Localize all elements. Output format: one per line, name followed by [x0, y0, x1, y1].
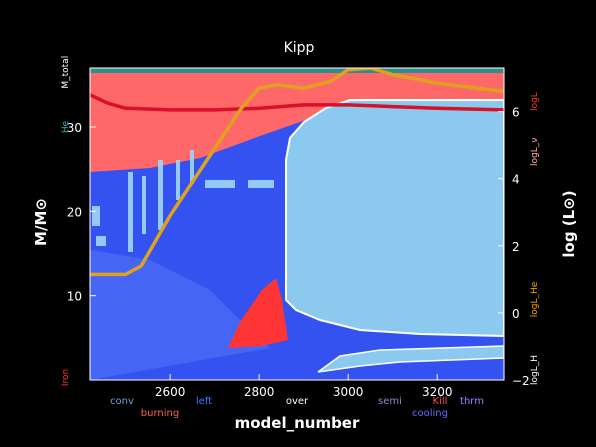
series-line-logL-He — [90, 68, 504, 277]
convective-core-region — [285, 99, 504, 338]
legend-item-burning: burning — [141, 408, 179, 419]
legend-item-left: left — [196, 396, 212, 407]
left-side-labels: M_total He Iron — [61, 56, 71, 386]
burning-tongue — [228, 278, 288, 348]
legend-item-cooling: cooling — [412, 408, 448, 419]
y-axis-right: −2 0 2 4 6 — [498, 106, 530, 388]
y-right-tick-label: 0 — [512, 307, 520, 321]
x-tick-label: 3000 — [333, 385, 364, 399]
right-side-label: logL_ν — [530, 138, 540, 166]
y-right-tick-label: 4 — [512, 173, 520, 187]
total-mass-band — [90, 68, 504, 73]
legend-item-semi: semi — [378, 396, 402, 407]
x-axis-label: model_number — [235, 414, 360, 432]
y-right-tick-label: −2 — [512, 374, 530, 388]
left-side-label: Iron — [61, 369, 71, 386]
left-side-label: He — [61, 120, 71, 133]
legend-item-conv: conv — [110, 396, 134, 407]
legend-item-over: over — [286, 396, 309, 407]
x-tick-label: 3200 — [422, 385, 453, 399]
right-side-label: logL_He — [530, 281, 540, 317]
chart-title: Kipp — [284, 40, 315, 56]
x-axis: 2600 2800 3000 3200 — [155, 374, 453, 399]
right-side-label: logL_H — [530, 355, 540, 385]
plot-area — [90, 68, 504, 380]
right-side-label: logL — [530, 92, 540, 111]
convective-core-strip — [317, 345, 504, 373]
y-left-tick-label: 30 — [67, 121, 82, 135]
y-axis-left: 10 20 30 — [67, 121, 96, 304]
envelope-lower-region — [90, 250, 270, 380]
y-axis-left-label: M/M⊙ — [32, 198, 50, 246]
convective-stripes — [92, 150, 274, 252]
left-side-label: M_total — [61, 56, 71, 89]
legend-item-thrm: thrm — [460, 396, 484, 407]
y-axis-right-label: log (L⊙) — [560, 190, 578, 257]
y-right-tick-label: 6 — [512, 106, 520, 120]
legend-item-kill: Kill — [433, 396, 448, 407]
right-side-labels: logL logL_ν logL_He logL_H — [530, 92, 540, 385]
x-tick-label: 2800 — [244, 385, 275, 399]
series-line-logL — [90, 93, 504, 112]
y-left-tick-label: 20 — [67, 205, 82, 219]
y-left-tick-label: 10 — [67, 290, 82, 304]
y-right-tick-label: 2 — [512, 240, 520, 254]
plot-frame — [89, 67, 505, 381]
x-tick-label: 2600 — [155, 385, 186, 399]
